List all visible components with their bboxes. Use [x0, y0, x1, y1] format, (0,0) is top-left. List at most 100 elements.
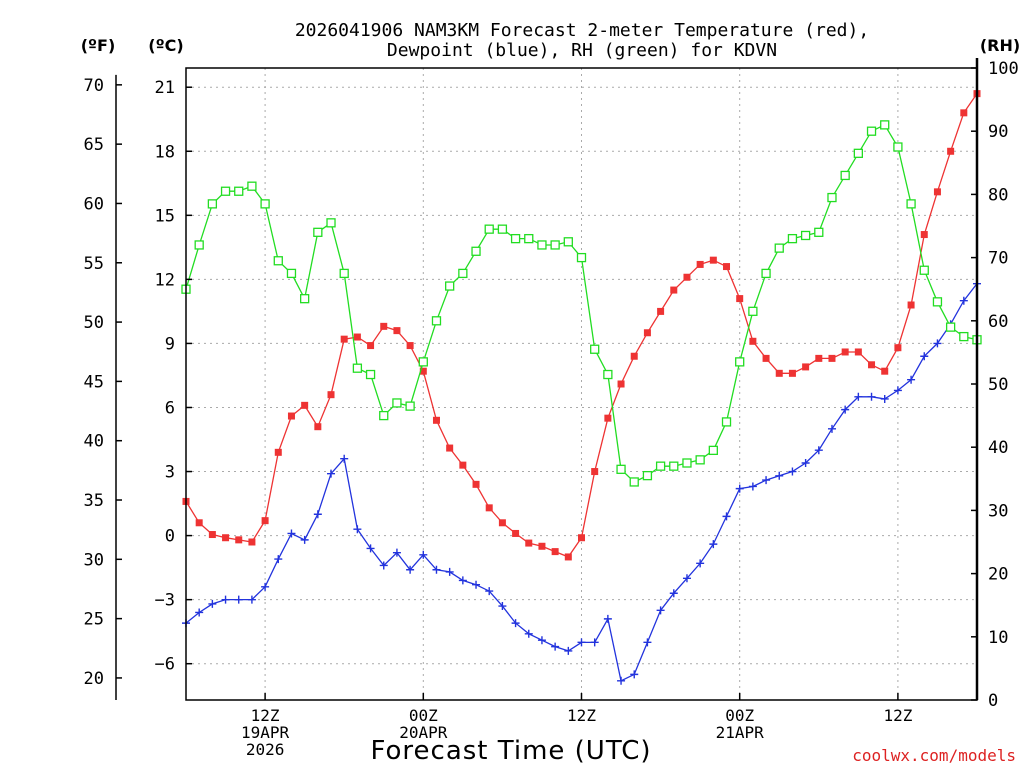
dewpoint-point	[590, 638, 599, 647]
temperature-point	[617, 380, 625, 388]
temperature-point	[933, 188, 941, 196]
rh-point	[207, 199, 218, 209]
rh-point	[365, 369, 376, 380]
rh-tick-label: 100	[988, 59, 1019, 79]
x-tick-label: 2026	[246, 740, 285, 759]
chart-title-line2: Dewpoint (blue), RH (green) for KDVN	[387, 40, 777, 61]
dewpoint-point	[920, 352, 929, 361]
rh-point	[616, 464, 626, 474]
dewpoint-point	[551, 642, 560, 651]
dewpoint-point	[827, 424, 836, 433]
x-tick-label: 00Z	[725, 706, 754, 725]
chart-title-line1: 2026041906 NAM3KM Forecast 2-meter Tempe…	[295, 20, 869, 41]
fahrenheit-tick-label: 50	[84, 313, 104, 333]
x-tick-label: 20APR	[399, 723, 448, 742]
dewpoint-point	[379, 561, 388, 570]
dewpoint-point	[735, 484, 744, 493]
rh-tick-label: 10	[988, 628, 1008, 648]
temperature-point	[578, 534, 585, 542]
dewpoint-point	[327, 469, 336, 478]
temperature-point	[920, 231, 928, 239]
temperature-point	[208, 531, 216, 539]
dewpoint-point	[498, 602, 507, 611]
dewpoint-point	[933, 339, 942, 348]
dewpoint-point	[577, 638, 586, 647]
dewpoint-point	[537, 636, 546, 645]
rh-tick-label: 30	[988, 501, 1008, 521]
rh-point	[708, 445, 718, 456]
temperature-point	[881, 367, 889, 375]
dewpoint-point	[814, 446, 823, 455]
fahrenheit-axis-title: (ºF)	[81, 36, 116, 55]
temperature-point	[683, 273, 691, 281]
temperature-point	[393, 327, 401, 335]
dewpoint-point	[195, 608, 204, 617]
temperature-point	[459, 461, 467, 469]
rh-point	[721, 417, 732, 427]
temperature-point	[670, 286, 678, 294]
celsius-tick-label: 15	[155, 206, 175, 226]
rh-point	[484, 224, 494, 234]
dewpoint-point	[221, 595, 230, 604]
x-tick-label: 21APR	[716, 723, 765, 742]
dewpoint-point	[524, 629, 533, 638]
celsius-tick-label: −6	[155, 655, 175, 675]
dewpoint-point	[261, 582, 270, 591]
dewpoint-point	[854, 392, 863, 401]
rh-point	[945, 322, 956, 332]
fahrenheit-tick-label: 30	[84, 550, 104, 570]
temperature-point	[630, 352, 638, 360]
fahrenheit-tick-label: 65	[84, 135, 104, 155]
rh-point	[840, 170, 850, 181]
temperature-point	[775, 369, 783, 377]
temperature-point	[498, 519, 506, 527]
dewpoint-point	[458, 576, 467, 585]
rh-point	[932, 297, 943, 307]
rh-point	[563, 237, 573, 247]
fahrenheit-tick-label: 55	[84, 254, 104, 274]
dewpoint-point	[669, 589, 678, 598]
temperature-point	[485, 504, 493, 512]
temperature-point	[327, 391, 335, 399]
temperature-point	[643, 329, 651, 337]
dewpoint-point	[788, 467, 797, 476]
dewpoint-point	[959, 296, 968, 305]
temperature-point	[235, 536, 243, 544]
rh-point	[590, 344, 600, 354]
rh-point	[893, 142, 903, 152]
temperature-point	[525, 539, 533, 547]
x-axis-label: Forecast Time (UTC)	[370, 736, 651, 766]
celsius-tick-label: 9	[165, 334, 175, 354]
credit-text: coolwx.com/models	[852, 746, 1016, 765]
rh-point	[392, 398, 402, 408]
temperature-point	[367, 342, 375, 350]
rh-point	[906, 199, 916, 209]
temperature-point	[894, 344, 902, 352]
rh-point	[510, 233, 521, 244]
rh-point	[827, 192, 837, 203]
temperature-point	[432, 416, 440, 424]
rh-tick-label: 40	[988, 438, 1008, 458]
rh-point	[471, 246, 481, 256]
dewpoint-point	[564, 646, 573, 655]
rh-point	[603, 369, 613, 380]
temperature-point	[960, 109, 968, 117]
rh-point	[524, 233, 534, 244]
dewpoint-point	[406, 565, 415, 574]
temperature-point	[868, 361, 876, 369]
series-2-meter-temperature	[182, 90, 981, 561]
celsius-tick-label: 12	[155, 270, 175, 290]
dewpoint-point	[287, 529, 296, 538]
temperature-point	[261, 517, 269, 525]
temperature-point	[472, 480, 480, 488]
rh-point	[273, 256, 283, 266]
celsius-tick-label: 6	[165, 398, 175, 418]
fahrenheit-tick-label: 25	[84, 610, 104, 630]
dewpoint-point	[893, 386, 902, 395]
rh-point	[194, 240, 204, 250]
rh-point	[220, 186, 231, 196]
temperature-point	[564, 553, 572, 561]
dewpoint-point	[841, 405, 850, 414]
grid-lines	[186, 68, 977, 700]
dewpoint-point	[630, 670, 639, 679]
